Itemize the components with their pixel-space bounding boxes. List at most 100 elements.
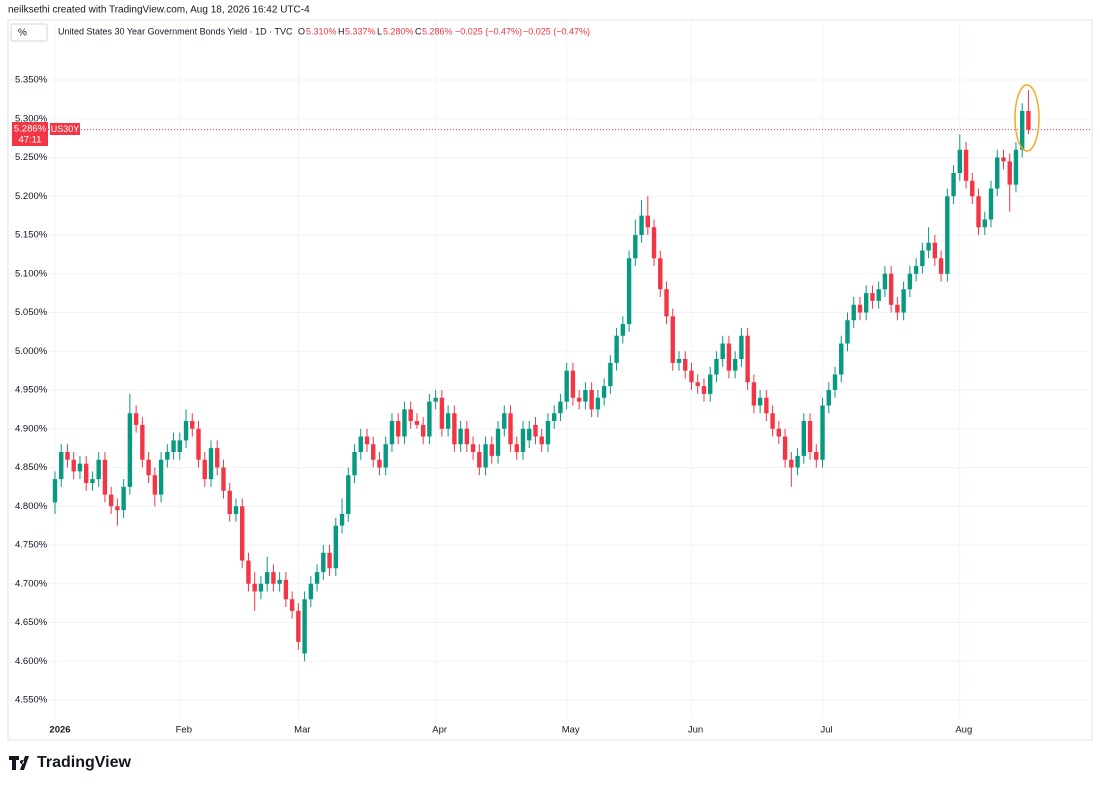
candle-body: [1026, 111, 1031, 130]
legend-key: L: [377, 26, 382, 36]
candle-body: [857, 304, 863, 313]
candle-body: [876, 289, 881, 301]
candle-body: [558, 401, 563, 414]
y-tick-label: 5.000%: [15, 346, 48, 357]
candle-body: [177, 440, 182, 452]
candle-body: [477, 452, 482, 468]
x-tick-label: Jun: [688, 725, 703, 736]
candle-body: [676, 359, 682, 363]
candle-body: [732, 359, 738, 371]
candle-body: [283, 579, 289, 600]
candle-body: [589, 390, 594, 410]
candle-body: [882, 273, 888, 290]
candle-body: [314, 572, 320, 584]
candle-body: [402, 409, 407, 437]
candle-body: [508, 413, 513, 445]
unit-box[interactable]: [10, 23, 48, 42]
candle-body: [720, 343, 725, 359]
candle-body: [377, 459, 382, 468]
candle-body: [71, 459, 76, 472]
candle-body: [932, 242, 938, 259]
candle-body: [689, 370, 694, 383]
candle-body: [901, 289, 906, 313]
y-tick-label: 4.700%: [15, 578, 48, 589]
candle-body: [489, 444, 494, 456]
candle-body: [495, 428, 501, 456]
candle-body: [776, 428, 782, 437]
candle-body: [358, 436, 363, 452]
candle-body: [807, 421, 813, 452]
candle-body: [664, 289, 669, 317]
candle-body: [739, 335, 744, 359]
candle-body: [439, 397, 445, 429]
y-tick-label: 5.200%: [15, 191, 48, 202]
candle-body: [789, 459, 794, 468]
candle-body: [52, 479, 58, 503]
candle-body: [539, 436, 544, 445]
candle-body: [264, 572, 270, 584]
logo-text: TradingView: [37, 754, 132, 771]
legend-key: O: [298, 26, 305, 36]
candle-body: [620, 324, 626, 336]
candle-body: [65, 452, 70, 460]
candle-body: [764, 397, 769, 414]
candle-body: [601, 386, 607, 398]
candle-body: [527, 428, 532, 441]
y-tick-label: 4.850%: [15, 462, 48, 473]
candle-body: [352, 452, 357, 476]
y-tick-label: 5.100%: [15, 268, 48, 279]
candle-body: [427, 401, 432, 437]
candle-body: [452, 413, 457, 445]
candle-body: [913, 266, 919, 274]
candle-body: [608, 362, 613, 387]
y-tick-label: 5.150%: [15, 230, 48, 241]
logo: TradingView: [9, 754, 132, 771]
candle-body: [59, 452, 64, 480]
candle-body: [408, 409, 413, 421]
candle-body: [1013, 149, 1019, 185]
y-tick-label: 4.550%: [15, 695, 48, 706]
candle-body: [757, 397, 763, 406]
candle-body: [383, 444, 388, 468]
candle-body: [308, 583, 314, 600]
candle-body: [926, 242, 931, 251]
candle-body: [714, 359, 719, 375]
y-tick-label: 4.750%: [15, 540, 48, 551]
candle-body: [651, 227, 657, 259]
candle-body: [614, 335, 619, 363]
candle-body: [364, 436, 370, 445]
legend: United States 30 Year Government Bonds Y…: [58, 26, 590, 36]
candle-body: [826, 390, 831, 406]
candle-body: [701, 386, 707, 394]
price-tag-countdown: 47:11: [18, 135, 41, 146]
candle-body: [976, 196, 981, 228]
candle-body: [333, 525, 338, 569]
candle-body: [695, 382, 700, 387]
candle-body: [252, 583, 257, 592]
candle-body: [196, 428, 201, 460]
legend-value: 5.310%: [306, 26, 337, 36]
x-tick-label: May: [562, 725, 580, 736]
candle-body: [839, 343, 844, 375]
y-tick-label: 4.600%: [15, 656, 48, 667]
candle-body: [445, 413, 451, 429]
candle-body: [233, 506, 239, 514]
candle-body: [158, 459, 164, 495]
legend-value: 5.286%: [422, 26, 453, 36]
candle-body: [171, 440, 176, 452]
legend-change: −0.025 (−0.47%): [523, 26, 590, 36]
candle-body: [595, 397, 601, 410]
candle-body: [433, 397, 438, 402]
candle-body: [995, 157, 1000, 189]
candles: [48, 90, 1092, 662]
candle-body: [127, 413, 133, 487]
candle-body: [108, 494, 114, 507]
candle-body: [814, 452, 819, 460]
candle-body: [190, 421, 195, 429]
candle-body: [327, 552, 332, 569]
candle-body: [708, 374, 713, 394]
candle-body: [183, 421, 189, 441]
grid: [8, 20, 1092, 718]
candle-body: [533, 424, 538, 437]
